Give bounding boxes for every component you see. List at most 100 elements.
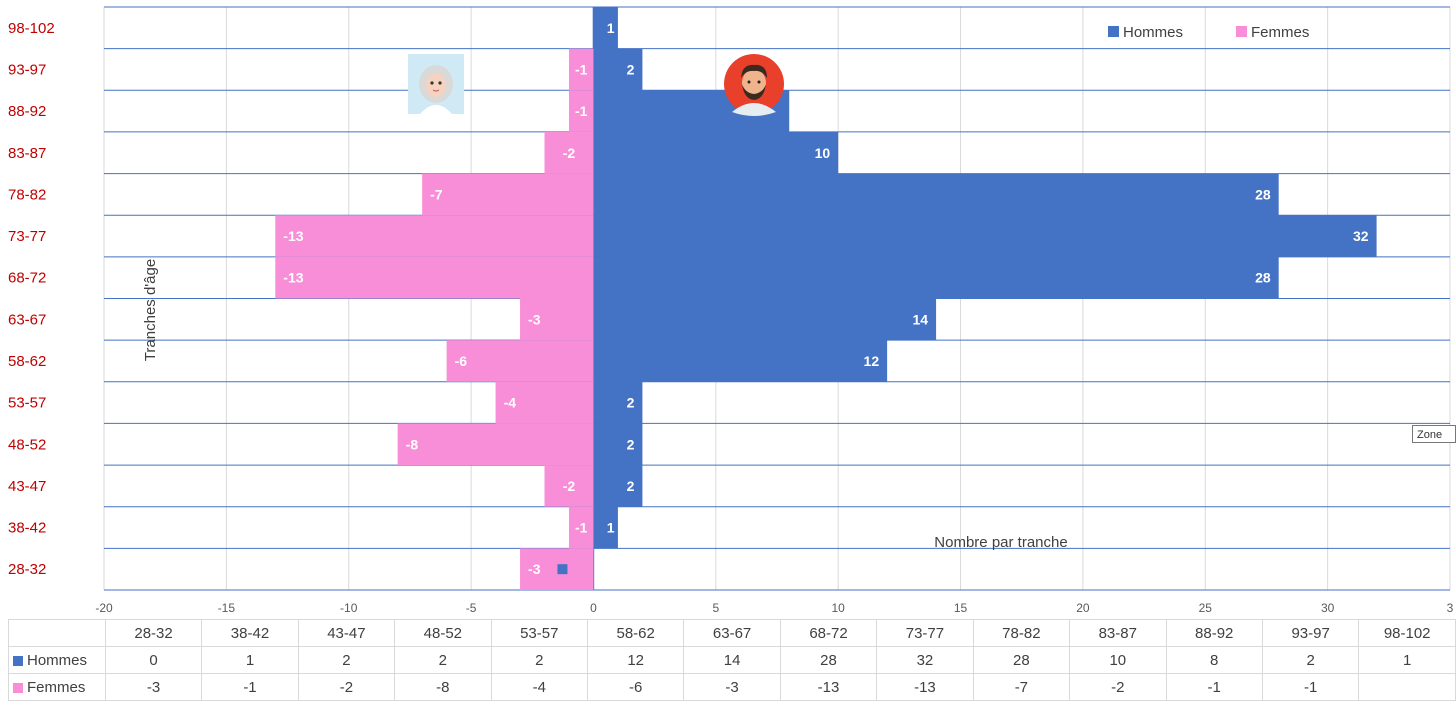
x-tick-label: -15 (218, 601, 236, 615)
table-cell: -7 (972, 673, 1071, 701)
table-cell: -2 (297, 673, 396, 701)
bar-hommes (593, 215, 1377, 257)
table-cell: -4 (490, 673, 588, 701)
legend-swatch-hommes (1108, 26, 1119, 37)
y-category-label: 83-87 (8, 145, 46, 162)
woman-avatar-icon (408, 54, 464, 114)
bar-femmes (544, 131, 594, 174)
data-label-hommes: 2 (627, 478, 635, 494)
table-cell: 2 (1261, 646, 1360, 674)
table-cell: 2 (394, 646, 492, 674)
x-tick-label: 5 (712, 601, 719, 615)
y-category-label: 98-102 (8, 20, 55, 37)
bar-femmes (520, 548, 594, 590)
table-cell: 1 (1358, 646, 1456, 674)
data-label-hommes: 10 (815, 145, 831, 161)
table-cell: 2 (490, 646, 588, 674)
zone-tooltip: Zone (1412, 425, 1456, 443)
table-cell: 10 (1069, 646, 1167, 674)
bar-femmes (568, 506, 594, 549)
data-label-femmes: -4 (504, 395, 517, 411)
data-label-hommes: 28 (1255, 186, 1271, 202)
table-cell: -2 (1069, 673, 1167, 701)
data-label-hommes: 2 (627, 61, 635, 77)
table-cell: 28 (972, 646, 1071, 674)
data-label-hommes: 0 (604, 561, 612, 577)
y-category-label: 58-62 (8, 353, 46, 370)
bar-femmes (275, 215, 594, 257)
table-cell: 28 (779, 646, 878, 674)
x-tick-label: -10 (340, 601, 358, 615)
data-label-hommes: 2 (627, 395, 635, 411)
bar-femmes (568, 48, 594, 91)
table-cell: -1 (1261, 673, 1360, 701)
data-label-femmes: -13 (283, 270, 303, 286)
table-cell: 1 (201, 646, 299, 674)
table-cell: -6 (586, 673, 685, 701)
population-pyramid-chart: 98-102 93-97 88-92 83-87 78-82 73-77 68-72 63-6… (8, 6, 1454, 615)
data-label-femmes: -1 (575, 61, 588, 77)
table-header-cell: 88-92 (1165, 619, 1263, 647)
bar-hommes (593, 465, 643, 507)
data-label-femmes: -1 (575, 520, 588, 536)
table-header-cell: 98-102 (1358, 619, 1456, 647)
table-row-hommes: Hommes 0 1 2 2 2 12 14 28 32 28 10 8 2 1 (8, 646, 1456, 674)
bar-hommes (593, 7, 618, 49)
data-label-femmes: -7 (430, 186, 443, 202)
data-label-hommes: 1 (607, 20, 615, 36)
table-cell: -13 (779, 673, 878, 701)
bar-hommes (593, 340, 888, 382)
y-category-label: 43-47 (8, 478, 46, 495)
x-tick-label: 15 (954, 601, 968, 615)
table-cell: 2 (297, 646, 396, 674)
table-cell: -8 (394, 673, 492, 701)
data-label-hommes: 14 (912, 311, 928, 327)
bar-femmes (568, 90, 594, 132)
x-tick-label: 30 (1321, 601, 1335, 615)
bar-hommes (593, 423, 643, 466)
table-header-cell: 83-87 (1069, 619, 1167, 647)
table-cell: 12 (586, 646, 685, 674)
table-row-header: Femmes (8, 673, 106, 701)
table-cell: 32 (876, 646, 974, 674)
bar-hommes (593, 506, 618, 549)
chart-data-table: 28-32 38-42 43-47 48-52 53-57 58-62 63-67 68-72… (8, 619, 1456, 701)
data-label-femmes: -3 (528, 561, 541, 577)
x-tick-label: 0 (590, 601, 597, 615)
bar-hommes (593, 256, 1279, 299)
data-label-femmes: -6 (455, 353, 468, 369)
data-label-femmes: -1 (575, 103, 588, 119)
data-label-hommes: 32 (1353, 228, 1369, 244)
table-header-row: 28-32 38-42 43-47 48-52 53-57 58-62 63-67 68-72… (8, 619, 1456, 647)
table-header-cell: 48-52 (394, 619, 492, 647)
x-axis-tick-labels: -20 -15 -10 -5 0 5 10 15 20 25 30 3 (95, 601, 1453, 615)
table-legend-swatch (13, 655, 23, 666)
table-row-name: Femmes (27, 678, 86, 696)
data-label-femmes: -13 (283, 228, 303, 244)
bar-femmes (422, 173, 594, 216)
table-cell: -1 (1165, 673, 1263, 701)
x-tick-label: -20 (95, 601, 113, 615)
x-tick-label: 25 (1199, 601, 1213, 615)
chart-legend: Hommes Femmes (1108, 24, 1309, 41)
table-header-cell: 78-82 (972, 619, 1071, 647)
table-cell: -3 (683, 673, 781, 701)
data-label-hommes: 28 (1255, 270, 1271, 286)
bar-hommes (593, 131, 839, 174)
bar-femmes (275, 256, 594, 299)
data-label-femmes: -2 (563, 478, 576, 494)
bar-femmes (544, 465, 594, 507)
table-header-cell: 53-57 (490, 619, 588, 647)
table-cell: -3 (104, 673, 203, 701)
table-cell (1358, 673, 1456, 701)
table-row-header: Hommes (8, 646, 106, 674)
x-tick-label: 20 (1076, 601, 1090, 615)
y-category-label: 28-32 (8, 561, 46, 578)
y-axis-category-labels: 98-102 93-97 88-92 83-87 78-82 73-77 68-72 63-6… (8, 20, 55, 578)
legend-label-femmes: Femmes (1251, 24, 1309, 41)
y-category-label: 73-77 (8, 228, 46, 245)
table-header-cell: 38-42 (201, 619, 299, 647)
table-corner-cell (8, 619, 106, 647)
table-header-cell: 73-77 (876, 619, 974, 647)
x-tick-label: -5 (466, 601, 477, 615)
